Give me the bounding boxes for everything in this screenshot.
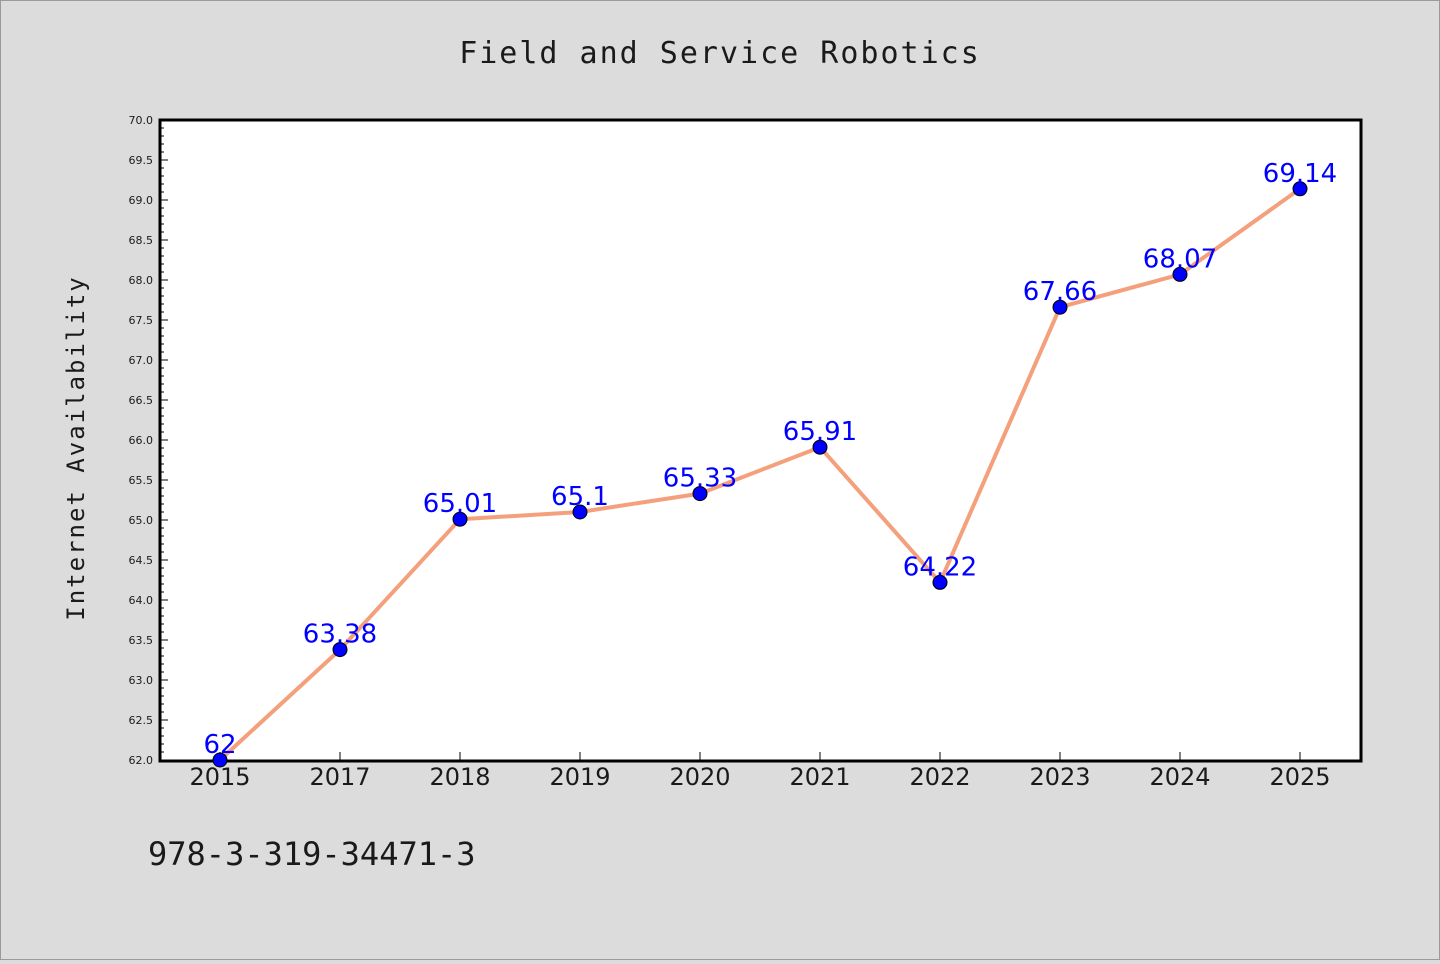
- x-axis: 2015 2017 2018 2019 2020 2021 2022 2023 2024 2025: [189, 752, 1331, 791]
- data-label: 65.91: [783, 417, 857, 447]
- y-tick-label: 64.5: [129, 554, 154, 567]
- data-label: 68.07: [1143, 244, 1217, 274]
- y-tick-label: 67.0: [129, 354, 154, 367]
- data-label: 65.1: [551, 482, 609, 512]
- y-tick-label: 70.0: [129, 114, 154, 127]
- y-tick-label: 65.0: [129, 514, 154, 527]
- x-tick-label: 2025: [1269, 763, 1330, 791]
- data-point: [1292, 181, 1308, 197]
- y-tick-label: 62.5: [129, 714, 154, 727]
- data-label: 67.66: [1023, 277, 1097, 307]
- markers-group: [212, 181, 1308, 768]
- x-tick-label: 2019: [549, 763, 610, 791]
- data-point: [812, 439, 828, 455]
- data-label: 62: [203, 730, 236, 760]
- x-tick-label: 2018: [429, 763, 490, 791]
- data-point: [932, 574, 948, 590]
- series-line: [218, 187, 1302, 762]
- data-labels-group: 62 63.38 65.01 65.1 65.33 65.91 64.22 67.66 68.0…: [203, 159, 1337, 760]
- y-tick-label: 65.5: [129, 474, 154, 487]
- x-tick-label: 2020: [669, 763, 730, 791]
- plot-area: [158, 118, 1363, 763]
- x-tick-label: 2024: [1149, 763, 1210, 791]
- y-tick-label: 67.5: [129, 314, 154, 327]
- data-label: 65.01: [423, 489, 497, 519]
- y-tick-label: 64.0: [129, 594, 154, 607]
- x-tick-label: 2015: [189, 763, 250, 791]
- data-point: [692, 486, 708, 502]
- y-tick-label: 66.0: [129, 434, 154, 447]
- y-tick-label: 66.5: [129, 394, 154, 407]
- data-point: [212, 752, 228, 768]
- x-tick-label: 2021: [789, 763, 850, 791]
- y-tick-label: 69.5: [129, 154, 154, 167]
- data-label: 65.33: [663, 464, 737, 494]
- data-point: [1172, 266, 1188, 282]
- y-tick-label: 62.0: [129, 754, 154, 767]
- y-tick-label: 68.5: [129, 234, 154, 247]
- x-tick-label: 2017: [309, 763, 370, 791]
- footer-isbn: 978-3-319-34471-3: [148, 835, 476, 873]
- series-line-group: [218, 187, 1302, 762]
- y-tick-label: 63.5: [129, 634, 154, 647]
- data-label: 69.14: [1263, 159, 1337, 189]
- y-axis-label: Internet Availability: [62, 275, 90, 620]
- data-label: 64.22: [903, 552, 977, 582]
- x-tick-label: 2023: [1029, 763, 1090, 791]
- data-point: [332, 642, 348, 658]
- y-tick-label: 69.0: [129, 194, 154, 207]
- y-tick-label: 68.0: [129, 274, 154, 287]
- data-label: 63.38: [303, 620, 377, 650]
- y-tick-label: 63.0: [129, 674, 154, 687]
- chart-title: Field and Service Robotics: [459, 36, 981, 71]
- x-tick-label: 2022: [909, 763, 970, 791]
- y-axis: 62.0 62.5 63.0 63.5 64.0 64.5 65.0 65.5 66.0 66.5…: [129, 114, 168, 767]
- data-point: [1052, 299, 1068, 315]
- data-point: [572, 504, 588, 520]
- data-point: [452, 511, 468, 527]
